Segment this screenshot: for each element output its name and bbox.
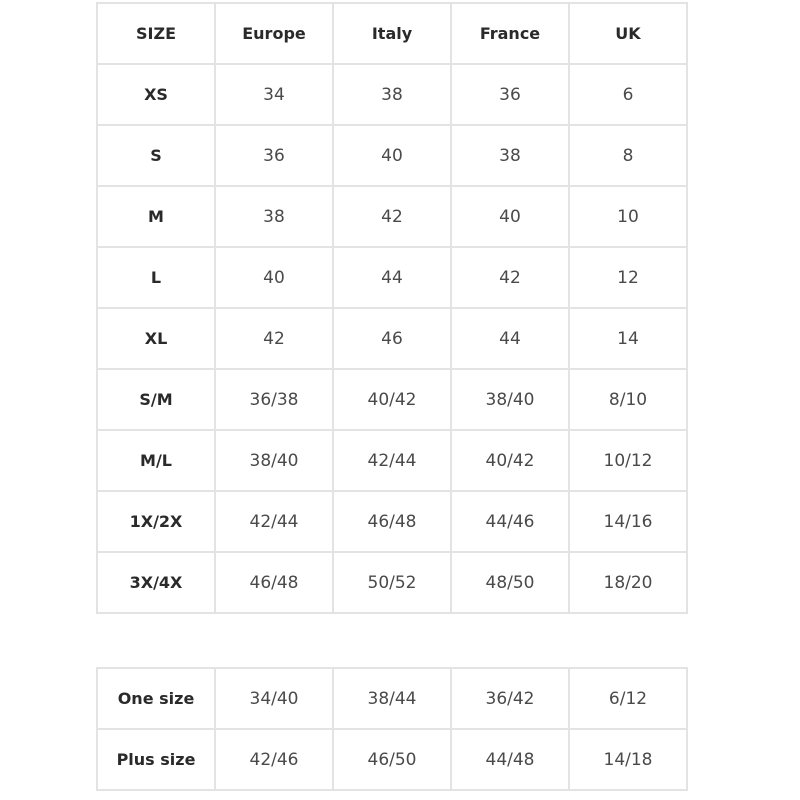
size-value-cell: 40/42 [332,368,452,431]
table-row: XS 34 38 36 6 [96,63,688,126]
size-label-cell: 3X/4X [96,551,216,614]
table-row: One size 34/40 38/44 36/42 6/12 [96,667,688,730]
column-header: UK [568,2,688,65]
column-header: Italy [332,2,452,65]
size-value-cell: 10 [568,185,688,248]
table-row: M 38 42 40 10 [96,185,688,248]
column-header: Europe [214,2,334,65]
table-row: XL 42 46 44 14 [96,307,688,370]
size-value-cell: 38 [214,185,334,248]
table-row: S 36 40 38 8 [96,124,688,187]
size-value-cell: 44 [450,307,570,370]
size-conversion-table: SIZE Europe Italy France UK XS 34 38 36 6 S 36 40 38 8… [96,2,688,614]
special-size-table: One size 34/40 38/44 36/42 6/12 Plus size 42/4… [96,667,688,791]
size-value-cell: 46/48 [332,490,452,553]
size-label-cell: S/M [96,368,216,431]
size-value-cell: 38/40 [214,429,334,492]
size-label-cell: 1X/2X [96,490,216,553]
size-label-cell: M/L [96,429,216,492]
table-row: 1X/2X 42/44 46/48 44/46 14/16 [96,490,688,553]
size-value-cell: 38 [450,124,570,187]
size-label-cell: M [96,185,216,248]
size-value-cell: 40 [450,185,570,248]
table-row: L 40 44 42 12 [96,246,688,309]
size-value-cell: 34/40 [214,667,334,730]
table-row: M/L 38/40 42/44 40/42 10/12 [96,429,688,492]
size-value-cell: 18/20 [568,551,688,614]
size-value-cell: 12 [568,246,688,309]
size-value-cell: 34 [214,63,334,126]
size-label-cell: XL [96,307,216,370]
size-value-cell: 46/48 [214,551,334,614]
size-value-cell: 48/50 [450,551,570,614]
size-value-cell: 42 [332,185,452,248]
size-label-cell: Plus size [96,728,216,791]
size-value-cell: 10/12 [568,429,688,492]
size-value-cell: 42 [214,307,334,370]
header-row: SIZE Europe Italy France UK [96,2,688,65]
size-label-cell: L [96,246,216,309]
size-value-cell: 50/52 [332,551,452,614]
size-value-cell: 42/44 [214,490,334,553]
size-value-cell: 38 [332,63,452,126]
size-label-cell: S [96,124,216,187]
size-value-cell: 42/46 [214,728,334,791]
size-value-cell: 40 [214,246,334,309]
size-value-cell: 36/42 [450,667,570,730]
size-value-cell: 36 [214,124,334,187]
size-value-cell: 36 [450,63,570,126]
table-row: 3X/4X 46/48 50/52 48/50 18/20 [96,551,688,614]
size-value-cell: 40/42 [450,429,570,492]
size-value-cell: 40 [332,124,452,187]
size-value-cell: 38/40 [450,368,570,431]
size-label-cell: XS [96,63,216,126]
size-value-cell: 44/46 [450,490,570,553]
size-value-cell: 36/38 [214,368,334,431]
size-value-cell: 14 [568,307,688,370]
size-value-cell: 8 [568,124,688,187]
size-value-cell: 14/16 [568,490,688,553]
size-value-cell: 44/48 [450,728,570,791]
column-header: SIZE [96,2,216,65]
size-value-cell: 6 [568,63,688,126]
size-value-cell: 42/44 [332,429,452,492]
column-header: France [450,2,570,65]
size-value-cell: 46 [332,307,452,370]
table-row: Plus size 42/46 46/50 44/48 14/18 [96,728,688,791]
size-value-cell: 6/12 [568,667,688,730]
size-value-cell: 8/10 [568,368,688,431]
size-value-cell: 46/50 [332,728,452,791]
size-label-cell: One size [96,667,216,730]
size-value-cell: 44 [332,246,452,309]
table-row: S/M 36/38 40/42 38/40 8/10 [96,368,688,431]
size-value-cell: 42 [450,246,570,309]
size-value-cell: 38/44 [332,667,452,730]
size-value-cell: 14/18 [568,728,688,791]
